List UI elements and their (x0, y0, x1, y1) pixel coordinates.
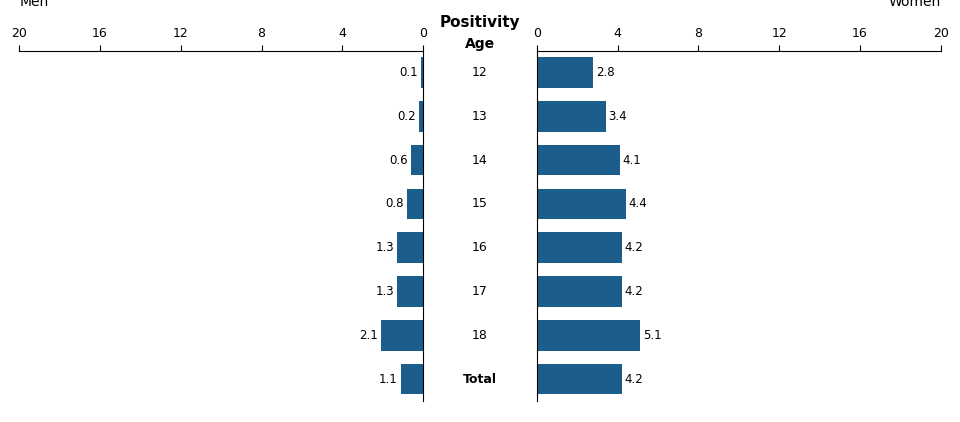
Text: 3.4: 3.4 (609, 110, 627, 123)
Bar (396, 276, 423, 307)
Text: 4.4: 4.4 (629, 197, 647, 211)
Bar (396, 233, 423, 263)
Bar (537, 233, 622, 263)
Text: 1.3: 1.3 (375, 285, 394, 298)
Text: Women: Women (889, 0, 941, 8)
Text: 14: 14 (472, 154, 488, 167)
Text: 13: 13 (472, 110, 488, 123)
Bar (537, 145, 619, 176)
Text: 4.1: 4.1 (623, 154, 641, 167)
Bar (401, 364, 423, 394)
Text: 15: 15 (472, 197, 488, 211)
Bar (421, 57, 423, 88)
Text: 4.2: 4.2 (625, 241, 643, 254)
Bar (381, 320, 423, 351)
Text: 5.1: 5.1 (643, 329, 661, 342)
Text: 1.1: 1.1 (379, 373, 397, 386)
Bar (407, 189, 423, 219)
Bar (411, 145, 423, 176)
Text: Total: Total (463, 373, 497, 386)
Text: 17: 17 (472, 285, 488, 298)
Text: Positivity: Positivity (440, 14, 520, 30)
Text: 0.6: 0.6 (390, 154, 408, 167)
Text: 16: 16 (472, 241, 488, 254)
Text: Men: Men (19, 0, 48, 8)
Text: Age: Age (465, 37, 495, 51)
Bar (537, 276, 622, 307)
Bar (537, 320, 640, 351)
Bar (537, 57, 593, 88)
Text: 1.3: 1.3 (375, 241, 394, 254)
Bar (420, 101, 423, 132)
Text: 0.2: 0.2 (397, 110, 416, 123)
Text: 4.2: 4.2 (625, 285, 643, 298)
Text: 2.8: 2.8 (596, 66, 615, 79)
Bar (537, 101, 606, 132)
Text: 4.2: 4.2 (625, 373, 643, 386)
Text: 2.1: 2.1 (359, 329, 377, 342)
Text: 0.8: 0.8 (386, 197, 404, 211)
Bar (537, 189, 626, 219)
Bar (537, 364, 622, 394)
Text: 0.1: 0.1 (399, 66, 419, 79)
Text: 12: 12 (472, 66, 488, 79)
Text: 18: 18 (472, 329, 488, 342)
